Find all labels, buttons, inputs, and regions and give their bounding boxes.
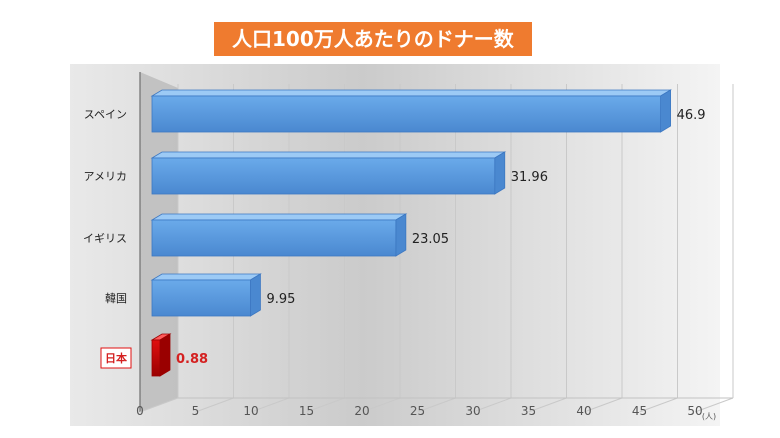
bar-group-2 <box>150 213 408 257</box>
gridline-floor <box>139 397 179 413</box>
category-label: イギリス <box>83 232 127 245</box>
bar-side <box>250 273 261 317</box>
bar-group-1 <box>150 151 507 195</box>
chart-title: 人口100万人あたりのドナー数 <box>214 22 532 56</box>
bar-side <box>159 333 171 377</box>
gridline-floor <box>694 397 734 413</box>
x-tick-label: 40 <box>576 404 591 418</box>
x-tick-label: 20 <box>354 404 369 418</box>
bar-side <box>494 151 506 195</box>
category-label: 韓国 <box>105 292 127 305</box>
gridline-floor <box>528 397 567 413</box>
bar <box>151 219 397 257</box>
gridline-floor <box>306 397 345 413</box>
data-label: 46.9 <box>677 108 706 123</box>
x-tick-label: 30 <box>465 404 480 418</box>
x-tick-label: 5 <box>192 404 200 418</box>
bar <box>151 339 161 377</box>
bar-group-4 <box>150 333 172 377</box>
x-axis-unit: (人) <box>702 412 716 421</box>
bar-top <box>150 213 408 221</box>
bar-group-0 <box>150 89 673 133</box>
gridline-floor <box>250 397 290 413</box>
x-tick-label: 15 <box>299 404 314 418</box>
x-tick-label: 10 <box>243 404 258 418</box>
x-tick-label: 50 <box>687 404 702 418</box>
highlight-label-box <box>100 347 132 369</box>
data-label: 9.95 <box>266 292 295 307</box>
bar-side <box>660 89 671 133</box>
bar-top <box>150 273 262 281</box>
gridline-floor <box>472 397 512 413</box>
gridline-floor <box>361 397 401 413</box>
bar-side <box>395 213 407 257</box>
x-tick-label: 25 <box>410 404 425 418</box>
bar <box>151 279 251 317</box>
category-label: スペイン <box>84 108 127 121</box>
gridline-floor <box>417 397 456 413</box>
bar <box>151 95 661 133</box>
x-tick-label: 35 <box>521 404 536 418</box>
bar <box>151 157 496 195</box>
bar-top <box>150 151 507 159</box>
data-label: 0.88 <box>176 352 208 367</box>
category-label: 日本 <box>105 351 127 365</box>
x-tick-label: 0 <box>136 404 144 418</box>
bar-top <box>150 89 673 97</box>
data-label: 31.96 <box>511 170 548 185</box>
data-label: 23.05 <box>412 232 449 247</box>
category-label: アメリカ <box>84 170 127 183</box>
gridline-floor <box>583 397 623 413</box>
gridline-floor <box>639 397 678 413</box>
gridline-floor <box>195 397 234 413</box>
bar-group-3 <box>150 273 262 317</box>
x-tick-label: 45 <box>632 404 647 418</box>
